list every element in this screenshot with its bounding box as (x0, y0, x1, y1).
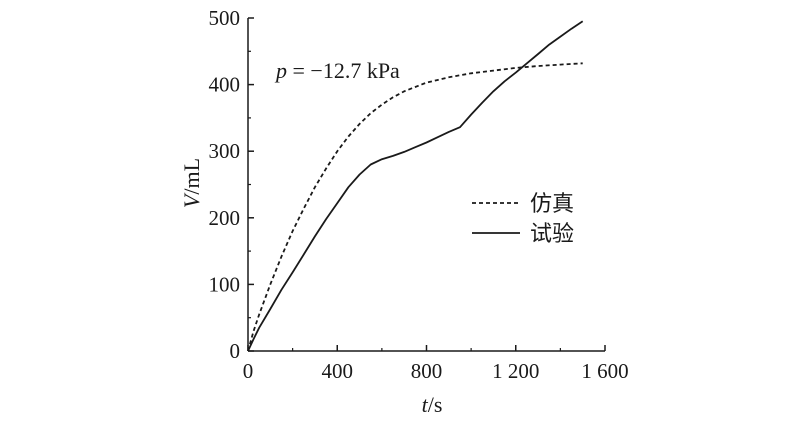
x-tick-label: 1 200 (492, 359, 539, 383)
y-tick-label: 100 (209, 272, 241, 296)
y-tick-label: 500 (209, 6, 241, 30)
series-layer (247, 20, 584, 352)
legend-label-experiment: 试验 (530, 222, 574, 247)
legend: 仿真 试验 (472, 192, 574, 247)
y-tick-label: 200 (209, 206, 241, 230)
legend-label-simulation: 仿真 (530, 192, 574, 217)
x-tick-label: 1 600 (581, 359, 628, 383)
pressure-annotation: p = −12.7 kPa (274, 58, 400, 83)
y-tick-label: 300 (209, 139, 241, 163)
x-tick-label: 800 (411, 359, 443, 383)
series-line-simulation (247, 62, 583, 352)
x-tick-label: 0 (243, 359, 254, 383)
y-ticks: 0 100 200 300 400 500 (209, 6, 254, 363)
y-tick-label: 0 (230, 339, 241, 363)
x-axis-label: t/s (422, 392, 443, 417)
series-line-experiment (247, 20, 584, 352)
x-tick-label: 400 (322, 359, 354, 383)
x-ticks: 0 400 800 1 200 1 600 (243, 345, 629, 383)
y-tick-label: 400 (209, 73, 241, 97)
y-axis-label: V/mL (179, 158, 204, 208)
